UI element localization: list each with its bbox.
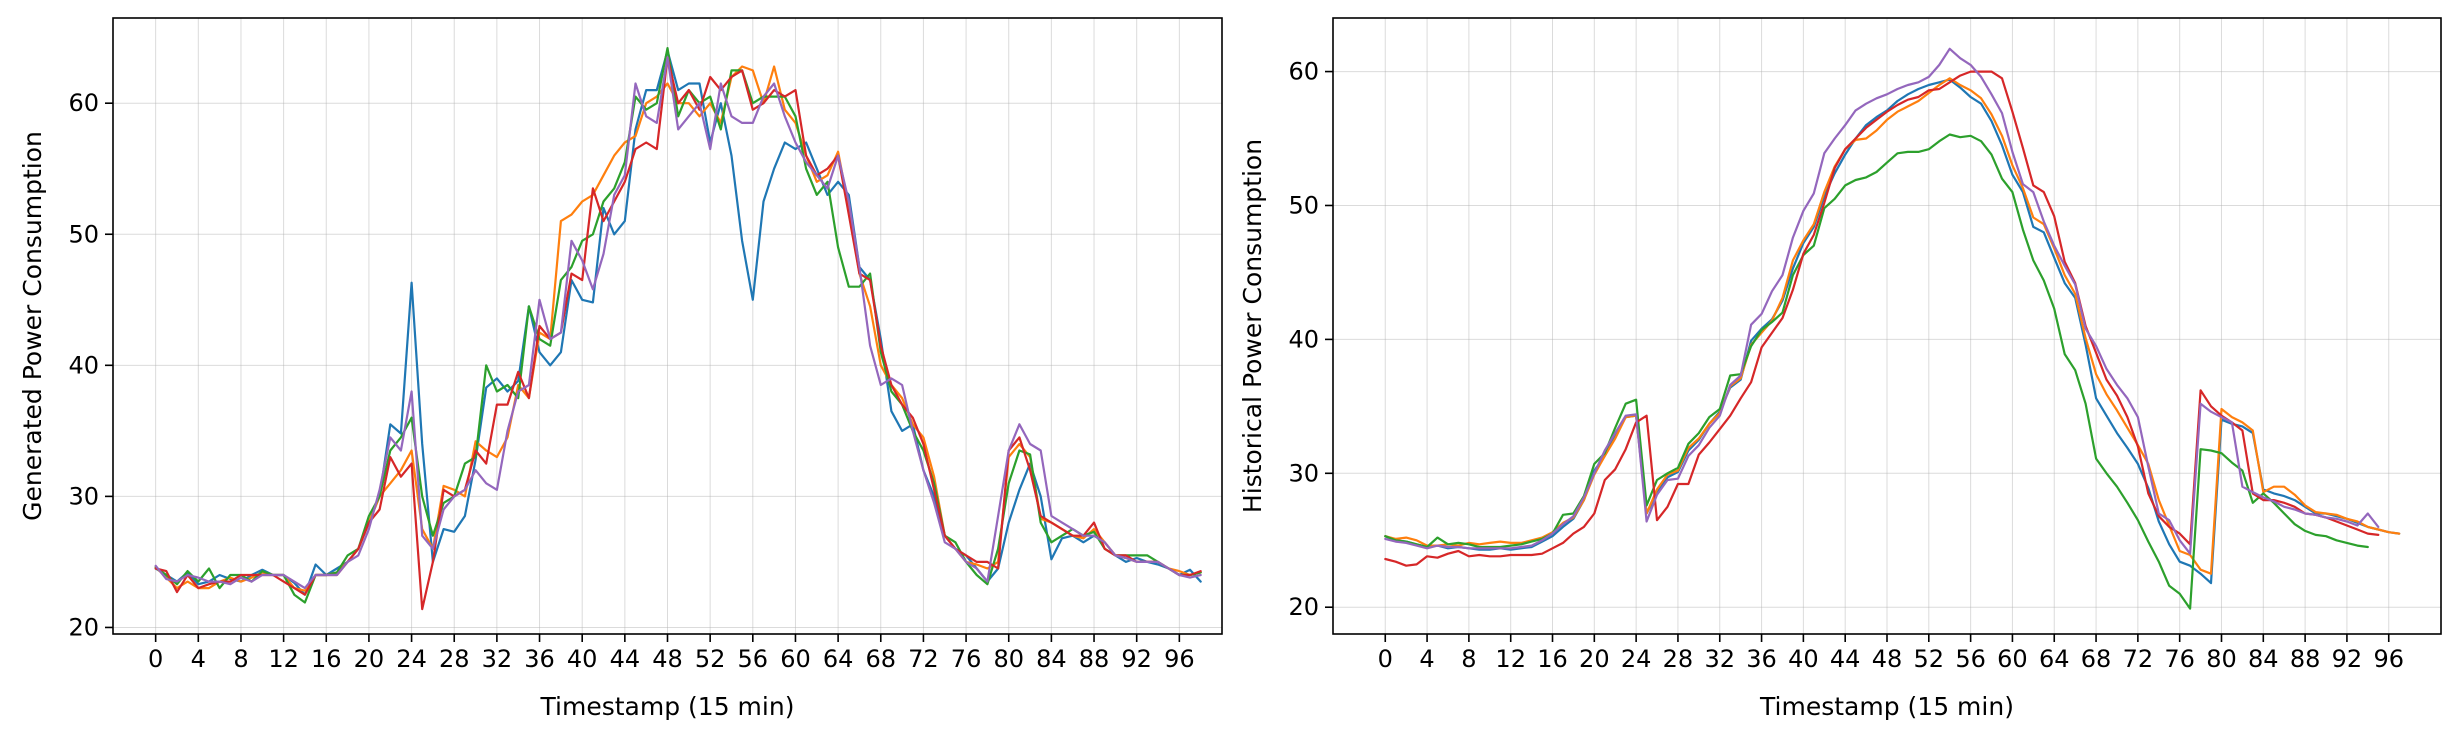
x-tick-label: 68 [865, 645, 896, 673]
y-tick-label: 20 [68, 613, 99, 641]
x-tick-label: 64 [823, 645, 854, 673]
x-tick-label: 92 [2332, 645, 2363, 673]
series-line-5 [1384, 47, 2380, 555]
series-lines [154, 46, 1202, 611]
x-tick-label: 36 [1746, 645, 1777, 673]
x-tick-label: 40 [567, 645, 598, 673]
series-line-4 [1384, 70, 2380, 567]
x-tick-label: 8 [233, 645, 248, 673]
y-tick-label: 60 [1288, 58, 1319, 86]
x-tick-label: 20 [1579, 645, 1610, 673]
x-tick-label: 88 [2290, 645, 2321, 673]
y-tick-label: 60 [68, 89, 99, 117]
x-tick-label: 72 [2123, 645, 2154, 673]
x-tick-label: 92 [1121, 645, 1152, 673]
y-tick-label: 30 [68, 482, 99, 510]
x-tick-label: 84 [2248, 645, 2279, 673]
y-tick-label: 40 [1288, 325, 1319, 353]
x-tick-label: 48 [1872, 645, 1903, 673]
x-tick-label: 72 [908, 645, 939, 673]
x-tick-label: 60 [780, 645, 811, 673]
x-tick-label: 96 [2373, 645, 2404, 673]
x-tick-label: 12 [268, 645, 299, 673]
x-tick-label: 24 [1621, 645, 1652, 673]
x-tick-label: 48 [652, 645, 683, 673]
x-tick-label: 52 [1914, 645, 1945, 673]
x-tick-label: 32 [1704, 645, 1735, 673]
y-axis-label: Generated Power Consumption [18, 131, 47, 521]
x-tick-label: 56 [738, 645, 769, 673]
y-tick-label: 50 [1288, 191, 1319, 219]
x-tick-label: 20 [354, 645, 385, 673]
x-tick-label: 32 [482, 645, 513, 673]
x-tick-label: 0 [1378, 645, 1393, 673]
chart-generated: 0 4 8 12 16 20 24 28 32 36 40 44 48 52 56 60 64 68 72 76 80 8… [18, 17, 1223, 721]
x-tick-label: 0 [148, 645, 163, 673]
series-lines [1384, 47, 2401, 610]
x-tick-label: 4 [1419, 645, 1434, 673]
y-tick-label: 50 [68, 220, 99, 248]
x-tick-label: 84 [1036, 645, 1067, 673]
x-tick-label: 36 [524, 645, 555, 673]
y-axis-label: Historical Power Consumption [1238, 139, 1267, 513]
x-tick-label: 8 [1461, 645, 1476, 673]
y-axis-ticks: 20 30 40 50 60 [1288, 58, 1333, 621]
series-line-1 [1384, 78, 2401, 585]
x-tick-label: 44 [610, 645, 641, 673]
series-line-1 [154, 49, 1202, 596]
x-tick-label: 16 [311, 645, 342, 673]
y-tick-label: 20 [1288, 593, 1319, 621]
x-tick-label: 16 [1537, 645, 1568, 673]
y-axis-ticks: 20 30 40 50 60 [68, 89, 113, 641]
y-tick-label: 30 [1288, 459, 1319, 487]
x-tick-label: 80 [2206, 645, 2237, 673]
chart-historical: 0 4 8 12 16 20 24 28 32 36 40 44 48 52 56 60 64 68 72 76 80 8… [1238, 17, 2442, 721]
x-tick-label: 28 [1663, 645, 1694, 673]
x-tick-label: 56 [1955, 645, 1986, 673]
x-tick-label: 64 [2039, 645, 2070, 673]
x-axis-label: Timestamp (15 min) [540, 692, 795, 721]
x-tick-label: 40 [1788, 645, 1819, 673]
grid-lines [1333, 18, 2441, 634]
series-line-5 [154, 56, 1202, 590]
y-tick-label: 40 [68, 351, 99, 379]
x-tick-label: 76 [2164, 645, 2195, 673]
x-tick-label: 96 [1164, 645, 1195, 673]
x-axis-label: Timestamp (15 min) [1759, 692, 2014, 721]
x-tick-label: 68 [2081, 645, 2112, 673]
x-tick-label: 52 [695, 645, 726, 673]
x-tick-label: 88 [1079, 645, 1110, 673]
x-tick-label: 44 [1830, 645, 1861, 673]
x-tick-label: 12 [1495, 645, 1526, 673]
x-tick-label: 80 [993, 645, 1024, 673]
x-tick-label: 24 [396, 645, 427, 673]
x-tick-label: 4 [191, 645, 206, 673]
x-axis-ticks: 0 4 8 12 16 20 24 28 32 36 40 44 48 52 56 60 64 68 72 76 80 8… [148, 634, 1195, 673]
x-axis-ticks: 0 4 8 12 16 20 24 28 32 36 40 44 48 52 56 60 64 68 72 76 80 8… [1378, 634, 2404, 673]
x-tick-label: 60 [1997, 645, 2028, 673]
x-tick-label: 28 [439, 645, 470, 673]
x-tick-label: 76 [951, 645, 982, 673]
